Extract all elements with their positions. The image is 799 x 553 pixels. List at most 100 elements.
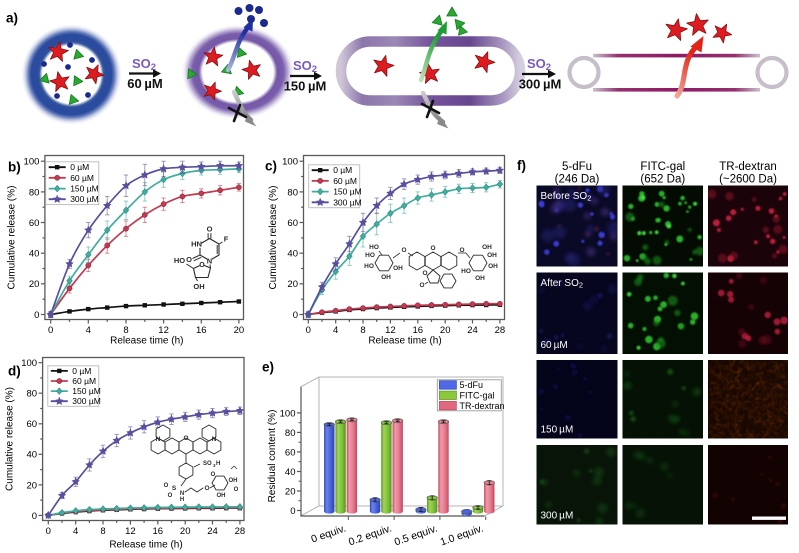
svg-text:f): f)	[517, 158, 526, 173]
svg-text:(~2600 Da): (~2600 Da)	[719, 174, 777, 186]
svg-text:150 µM: 150 µM	[284, 79, 327, 94]
svg-text:Cumulative release (%): Cumulative release (%)	[5, 387, 16, 491]
svg-text:60 µM: 60 µM	[70, 173, 94, 183]
svg-text:0: 0	[293, 310, 298, 321]
svg-text:60 µM: 60 µM	[541, 340, 568, 351]
svg-text:OH: OH	[475, 275, 485, 282]
svg-text:SO2: SO2	[132, 56, 156, 73]
svg-text:20: 20	[285, 486, 296, 497]
svg-text:H: H	[180, 497, 184, 503]
svg-text:Release time (h): Release time (h)	[110, 336, 183, 347]
svg-text:0.2 equiv.: 0.2 equiv.	[347, 522, 393, 548]
svg-text:e): e)	[262, 360, 274, 375]
svg-text:60 µM: 60 µM	[127, 76, 162, 91]
svg-text:24: 24	[467, 325, 478, 336]
svg-text:100: 100	[282, 157, 298, 168]
svg-text:Cumulative release (%): Cumulative release (%)	[268, 186, 279, 290]
svg-text:OH: OH	[193, 282, 204, 291]
svg-text:O: O	[186, 255, 192, 264]
svg-text:After SO2: After SO2	[541, 278, 584, 290]
svg-text:60 µM: 60 µM	[72, 376, 96, 386]
svg-text:FITC-gal: FITC-gal	[460, 391, 495, 401]
svg-text:80: 80	[29, 187, 40, 198]
svg-text:16: 16	[153, 526, 164, 537]
svg-text:60: 60	[287, 218, 298, 229]
svg-text:3: 3	[213, 463, 216, 468]
svg-text:S: S	[172, 485, 177, 492]
svg-text:F: F	[224, 235, 229, 244]
svg-text:N: N	[156, 436, 161, 443]
svg-text:12: 12	[125, 526, 136, 537]
svg-text:300 µM: 300 µM	[333, 197, 362, 207]
svg-text:O: O	[422, 270, 427, 277]
svg-text:0: 0	[32, 511, 37, 522]
svg-text:O: O	[234, 487, 239, 493]
svg-text:HN: HN	[191, 240, 202, 249]
svg-text:TR-dextran: TR-dextran	[719, 161, 777, 173]
svg-text:60: 60	[27, 419, 38, 430]
svg-text:1.0 equiv.: 1.0 equiv.	[439, 522, 485, 548]
svg-text:Release time (h): Release time (h)	[109, 540, 182, 551]
svg-text:16: 16	[413, 325, 424, 336]
svg-text:O: O	[459, 247, 464, 254]
svg-text:100: 100	[280, 408, 296, 419]
svg-text:100: 100	[21, 358, 37, 369]
svg-text:OH: OH	[488, 263, 498, 270]
svg-text:a): a)	[6, 11, 18, 26]
svg-text:0 µM: 0 µM	[72, 366, 91, 376]
svg-text:OH: OH	[393, 265, 403, 272]
svg-text:150 µM: 150 µM	[541, 425, 574, 436]
svg-text:HO: HO	[365, 252, 375, 259]
svg-text:20: 20	[440, 325, 451, 336]
svg-text:40: 40	[285, 467, 296, 478]
svg-text:O: O	[183, 435, 188, 442]
svg-text:Cumulative release (%): Cumulative release (%)	[7, 186, 18, 290]
svg-text:O: O	[401, 247, 406, 254]
svg-text:Before SO2: Before SO2	[541, 191, 592, 203]
svg-text:d): d)	[8, 364, 21, 379]
svg-text:5-dFu: 5-dFu	[460, 380, 484, 390]
svg-text:150 µM: 150 µM	[72, 386, 101, 396]
svg-text:60: 60	[285, 447, 296, 458]
svg-text:300 µM: 300 µM	[519, 77, 562, 92]
svg-text:0 equiv.: 0 equiv.	[310, 522, 348, 545]
svg-text:HO: HO	[364, 263, 374, 270]
svg-text:TR-dextran: TR-dextran	[460, 401, 505, 411]
svg-text:28: 28	[495, 325, 506, 336]
svg-text:0 µM: 0 µM	[70, 162, 89, 172]
svg-text:80: 80	[27, 389, 38, 400]
svg-text:SO2: SO2	[527, 56, 551, 73]
svg-text:SO: SO	[203, 461, 212, 467]
svg-text:OH: OH	[381, 274, 391, 281]
svg-text:20: 20	[180, 526, 191, 537]
svg-text:80: 80	[287, 187, 298, 198]
svg-text:40: 40	[27, 450, 38, 461]
svg-text:12: 12	[385, 325, 396, 336]
svg-text:O: O	[164, 483, 169, 489]
svg-text:300 µM: 300 µM	[72, 396, 101, 406]
svg-text:4: 4	[86, 325, 91, 336]
svg-text:c): c)	[265, 159, 277, 174]
svg-text:N: N	[212, 436, 217, 443]
svg-text:O: O	[204, 485, 209, 492]
svg-text:150 µM: 150 µM	[70, 184, 99, 194]
svg-text:60: 60	[29, 218, 40, 229]
svg-text:H: H	[216, 461, 220, 467]
svg-text:O: O	[211, 472, 216, 478]
svg-text:O: O	[207, 225, 213, 234]
svg-text:300 µM: 300 µM	[70, 194, 99, 204]
svg-text:O: O	[168, 493, 173, 499]
svg-text:(246 Da): (246 Da)	[555, 174, 600, 186]
svg-text:8: 8	[100, 526, 105, 537]
svg-text:HO: HO	[369, 244, 379, 251]
svg-text:20: 20	[287, 279, 298, 290]
svg-text:80: 80	[285, 428, 296, 439]
svg-text:HO: HO	[461, 268, 471, 275]
svg-text:0: 0	[46, 526, 51, 537]
svg-text:FITC-gal: FITC-gal	[640, 161, 685, 173]
svg-text:8: 8	[360, 325, 365, 336]
svg-text:OH: OH	[482, 244, 492, 251]
svg-text:20: 20	[29, 279, 40, 290]
svg-text:0 µM: 0 µM	[333, 165, 352, 175]
svg-text:O: O	[430, 245, 435, 252]
